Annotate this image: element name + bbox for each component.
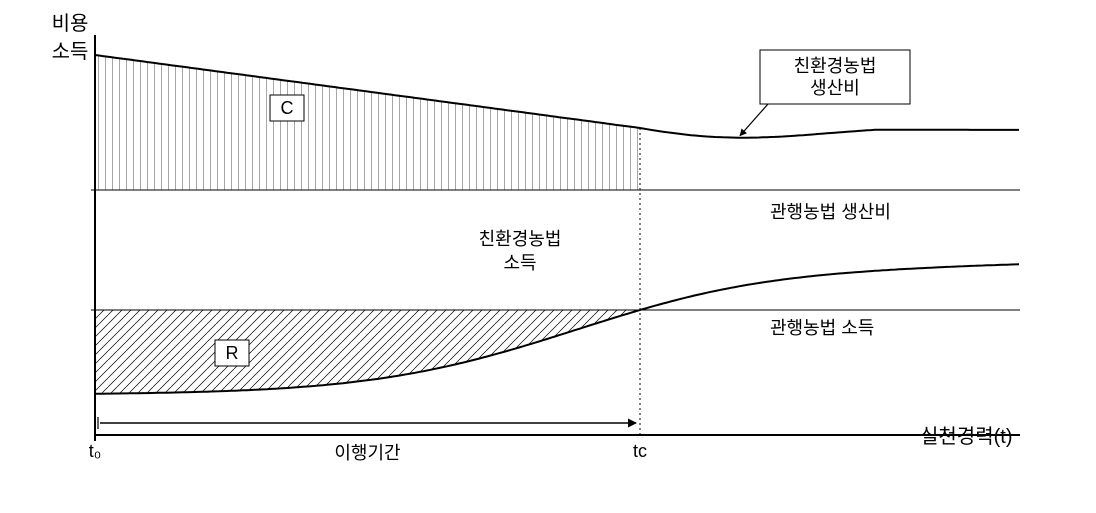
y-axis-label-2: 소득 xyxy=(52,41,89,63)
y-axis-label-1: 비용 xyxy=(52,12,89,35)
label-c: C xyxy=(281,98,294,118)
callout-eco-cost-line1: 친환경농법 xyxy=(794,56,877,76)
x-axis-label: 실천경력(t) xyxy=(920,425,1012,448)
tick-t0: t₀ xyxy=(89,441,101,461)
label-conventional-income: 관행농법 소득 xyxy=(770,318,874,338)
tick-tc: tc xyxy=(633,441,647,461)
label-transition: 이행기간 xyxy=(334,443,400,463)
label-conventional-cost: 관행농법 생산비 xyxy=(770,202,891,222)
label-eco-income-line2: 소득 xyxy=(503,253,536,273)
label-eco-income-line1: 친환경농법 xyxy=(479,229,562,249)
region-c xyxy=(95,55,640,190)
callout-eco-cost-line2: 생산비 xyxy=(810,78,860,98)
callout-arrow-cost xyxy=(740,104,768,136)
label-r: R xyxy=(226,343,239,363)
